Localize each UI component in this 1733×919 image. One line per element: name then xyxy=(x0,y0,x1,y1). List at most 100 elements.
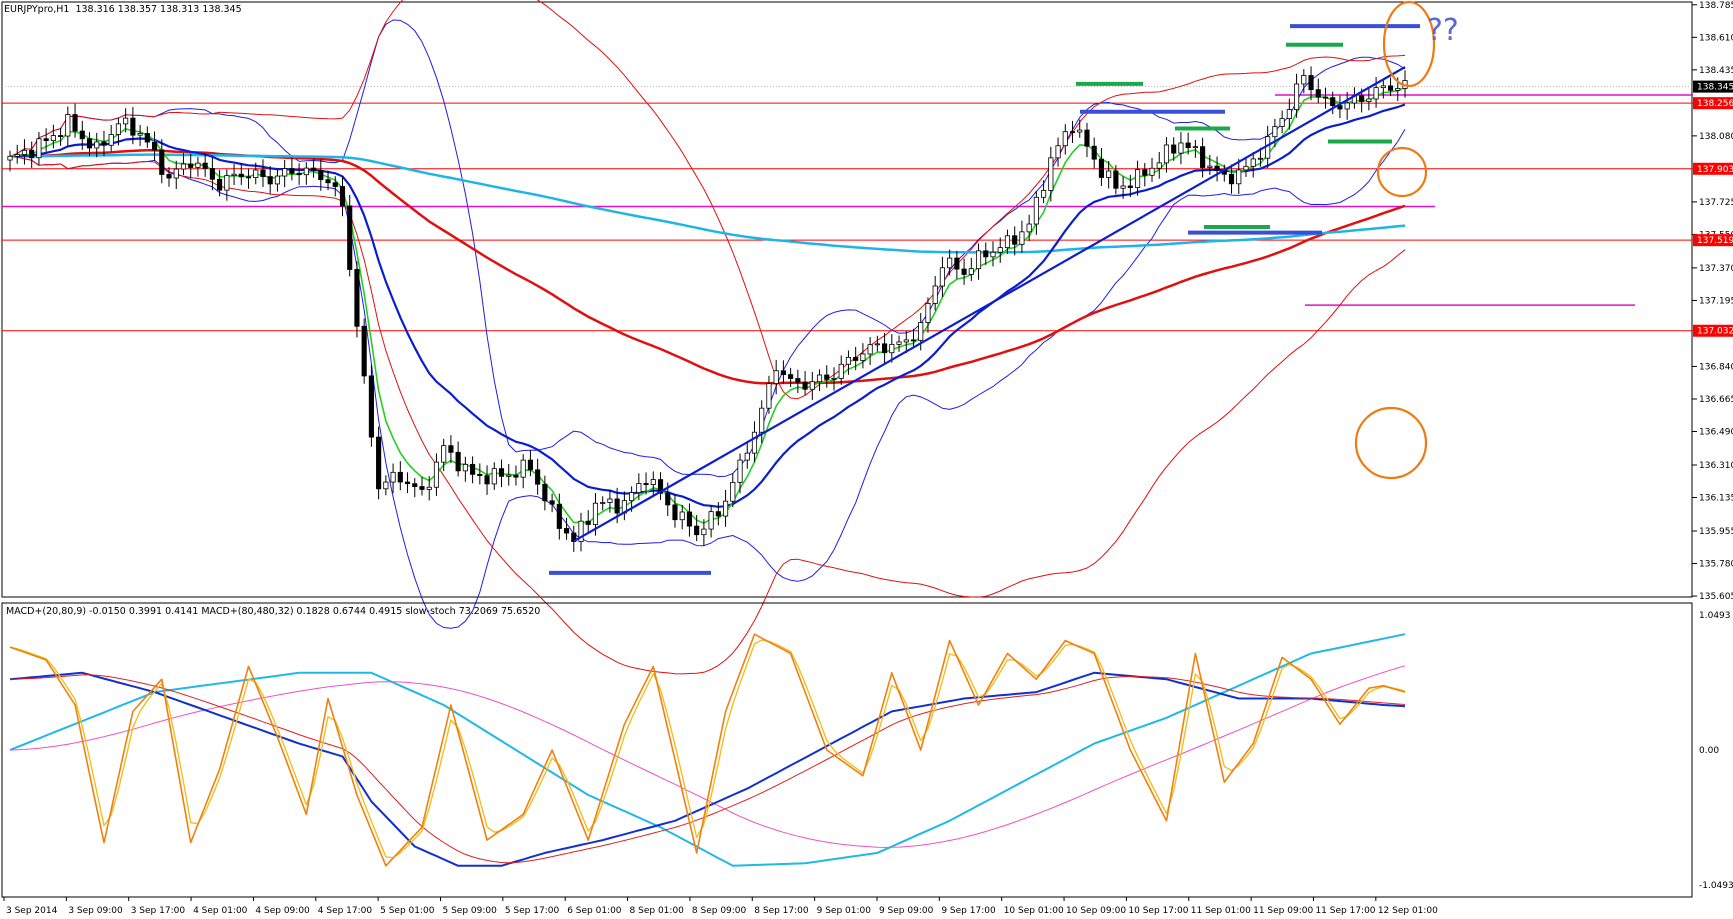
candle-body xyxy=(1344,102,1350,110)
candle-body xyxy=(882,343,888,354)
candle-body xyxy=(94,141,100,149)
time-tick-label: 3 Sep 09:00 xyxy=(68,906,123,916)
candle-body xyxy=(231,173,237,176)
candle-body xyxy=(209,168,215,180)
candle-body xyxy=(224,175,230,191)
candle-body xyxy=(1048,157,1054,191)
candle-body xyxy=(665,492,671,506)
candle-body xyxy=(1387,85,1394,91)
macd-fast-signal-line xyxy=(9,674,1406,864)
candle-body xyxy=(1041,190,1047,198)
candle-body xyxy=(217,178,223,191)
time-tick-label: 5 Sep 01:00 xyxy=(380,906,435,916)
candle-body xyxy=(874,343,880,346)
time-tick-label: 3 Sep 17:00 xyxy=(131,906,186,916)
candle-body xyxy=(549,500,555,505)
time-tick-label: 4 Sep 01:00 xyxy=(193,906,248,916)
candle-body xyxy=(939,267,945,287)
candle-body xyxy=(253,169,259,179)
price-tag-box xyxy=(1693,162,1733,175)
candle-body xyxy=(339,186,346,207)
candle-body xyxy=(498,468,505,477)
candle-body xyxy=(86,138,93,149)
candle-body xyxy=(773,370,779,384)
candle-body xyxy=(108,134,114,146)
candle-body xyxy=(542,483,548,502)
candle-body xyxy=(1301,75,1307,85)
price-tag-label: 138.345 xyxy=(1697,83,1733,93)
price-tick-label: 136.135 xyxy=(1699,494,1733,504)
candle-body xyxy=(925,303,931,323)
candle-body xyxy=(867,344,873,355)
candle-body xyxy=(1062,131,1068,147)
price-tag-label: 137.903 xyxy=(1697,165,1733,175)
candle-body xyxy=(1069,131,1076,134)
price-pane-frame xyxy=(1,1,1693,598)
candle-body xyxy=(101,141,107,146)
candle-body xyxy=(1272,126,1278,138)
macd-fast-line xyxy=(9,671,1406,867)
time-tick-label: 6 Sep 01:00 xyxy=(567,906,622,916)
candle-body xyxy=(404,481,411,485)
candle-body xyxy=(65,114,71,137)
candle-body xyxy=(1330,97,1336,107)
chart-symbol-title: EURJPYpro,H1 138.316 138.357 138.313 138.… xyxy=(4,4,242,15)
indicator-pane-frame xyxy=(1,602,1693,898)
candle-body xyxy=(1106,170,1112,178)
indicator-tick-label: 1.0493 xyxy=(1699,611,1731,621)
candle-body xyxy=(643,483,649,485)
candle-body xyxy=(188,163,194,168)
candle-body xyxy=(455,451,461,472)
candle-body xyxy=(571,532,577,542)
candle-body xyxy=(838,363,844,379)
time-tick-label: 8 Sep 17:00 xyxy=(754,906,809,916)
candle-body xyxy=(694,525,700,536)
candle-body xyxy=(491,468,497,485)
candle-body xyxy=(354,269,360,327)
candle-body xyxy=(1113,170,1119,189)
candle-body xyxy=(1366,98,1372,102)
time-tick-label: 9 Sep 01:00 xyxy=(817,906,872,916)
candle-body xyxy=(1171,144,1177,154)
candle-body xyxy=(1214,165,1220,171)
candle-body xyxy=(795,378,801,383)
candle-body xyxy=(853,356,859,361)
candle-body xyxy=(506,474,512,477)
candle-body xyxy=(585,520,591,525)
candle-body xyxy=(332,182,338,187)
time-tick-label: 8 Sep 09:00 xyxy=(692,906,747,916)
highlight-circle-middle xyxy=(1376,146,1428,198)
price-tick-label: 138.080 xyxy=(1699,132,1733,142)
price-chart-pane: ?? xyxy=(1,0,1693,675)
candle-body xyxy=(600,502,606,504)
candle-body xyxy=(708,511,714,530)
candle-body xyxy=(679,511,685,521)
candle-body xyxy=(130,117,136,136)
candle-body xyxy=(629,492,635,502)
candle-body xyxy=(21,149,28,155)
candle-body xyxy=(701,528,707,536)
price-tick-label: 136.665 xyxy=(1699,395,1733,405)
candle-body xyxy=(166,174,172,179)
candle-body xyxy=(672,504,678,521)
trend-line xyxy=(573,66,1406,543)
candle-body xyxy=(311,167,317,171)
candle-body xyxy=(123,117,129,125)
time-tick-label: 10 Sep 09:00 xyxy=(1066,906,1126,916)
candle-body xyxy=(426,486,432,490)
price-tick-label: 136.310 xyxy=(1699,461,1733,471)
candle-body xyxy=(462,463,468,472)
candle-body xyxy=(1380,85,1386,89)
candle-body xyxy=(477,473,483,477)
candle-body xyxy=(1098,158,1104,178)
candle-body xyxy=(1134,169,1141,188)
price-tag-label: 137.519 xyxy=(1697,236,1733,246)
candle-body xyxy=(1192,146,1198,149)
highlight-circle-top xyxy=(1382,0,1436,88)
candle-body xyxy=(513,474,519,478)
candle-body xyxy=(809,381,815,390)
candle-body xyxy=(780,370,786,376)
time-tick-label: 9 Sep 09:00 xyxy=(879,906,934,916)
candle-body xyxy=(715,511,721,517)
candle-body xyxy=(115,123,121,135)
